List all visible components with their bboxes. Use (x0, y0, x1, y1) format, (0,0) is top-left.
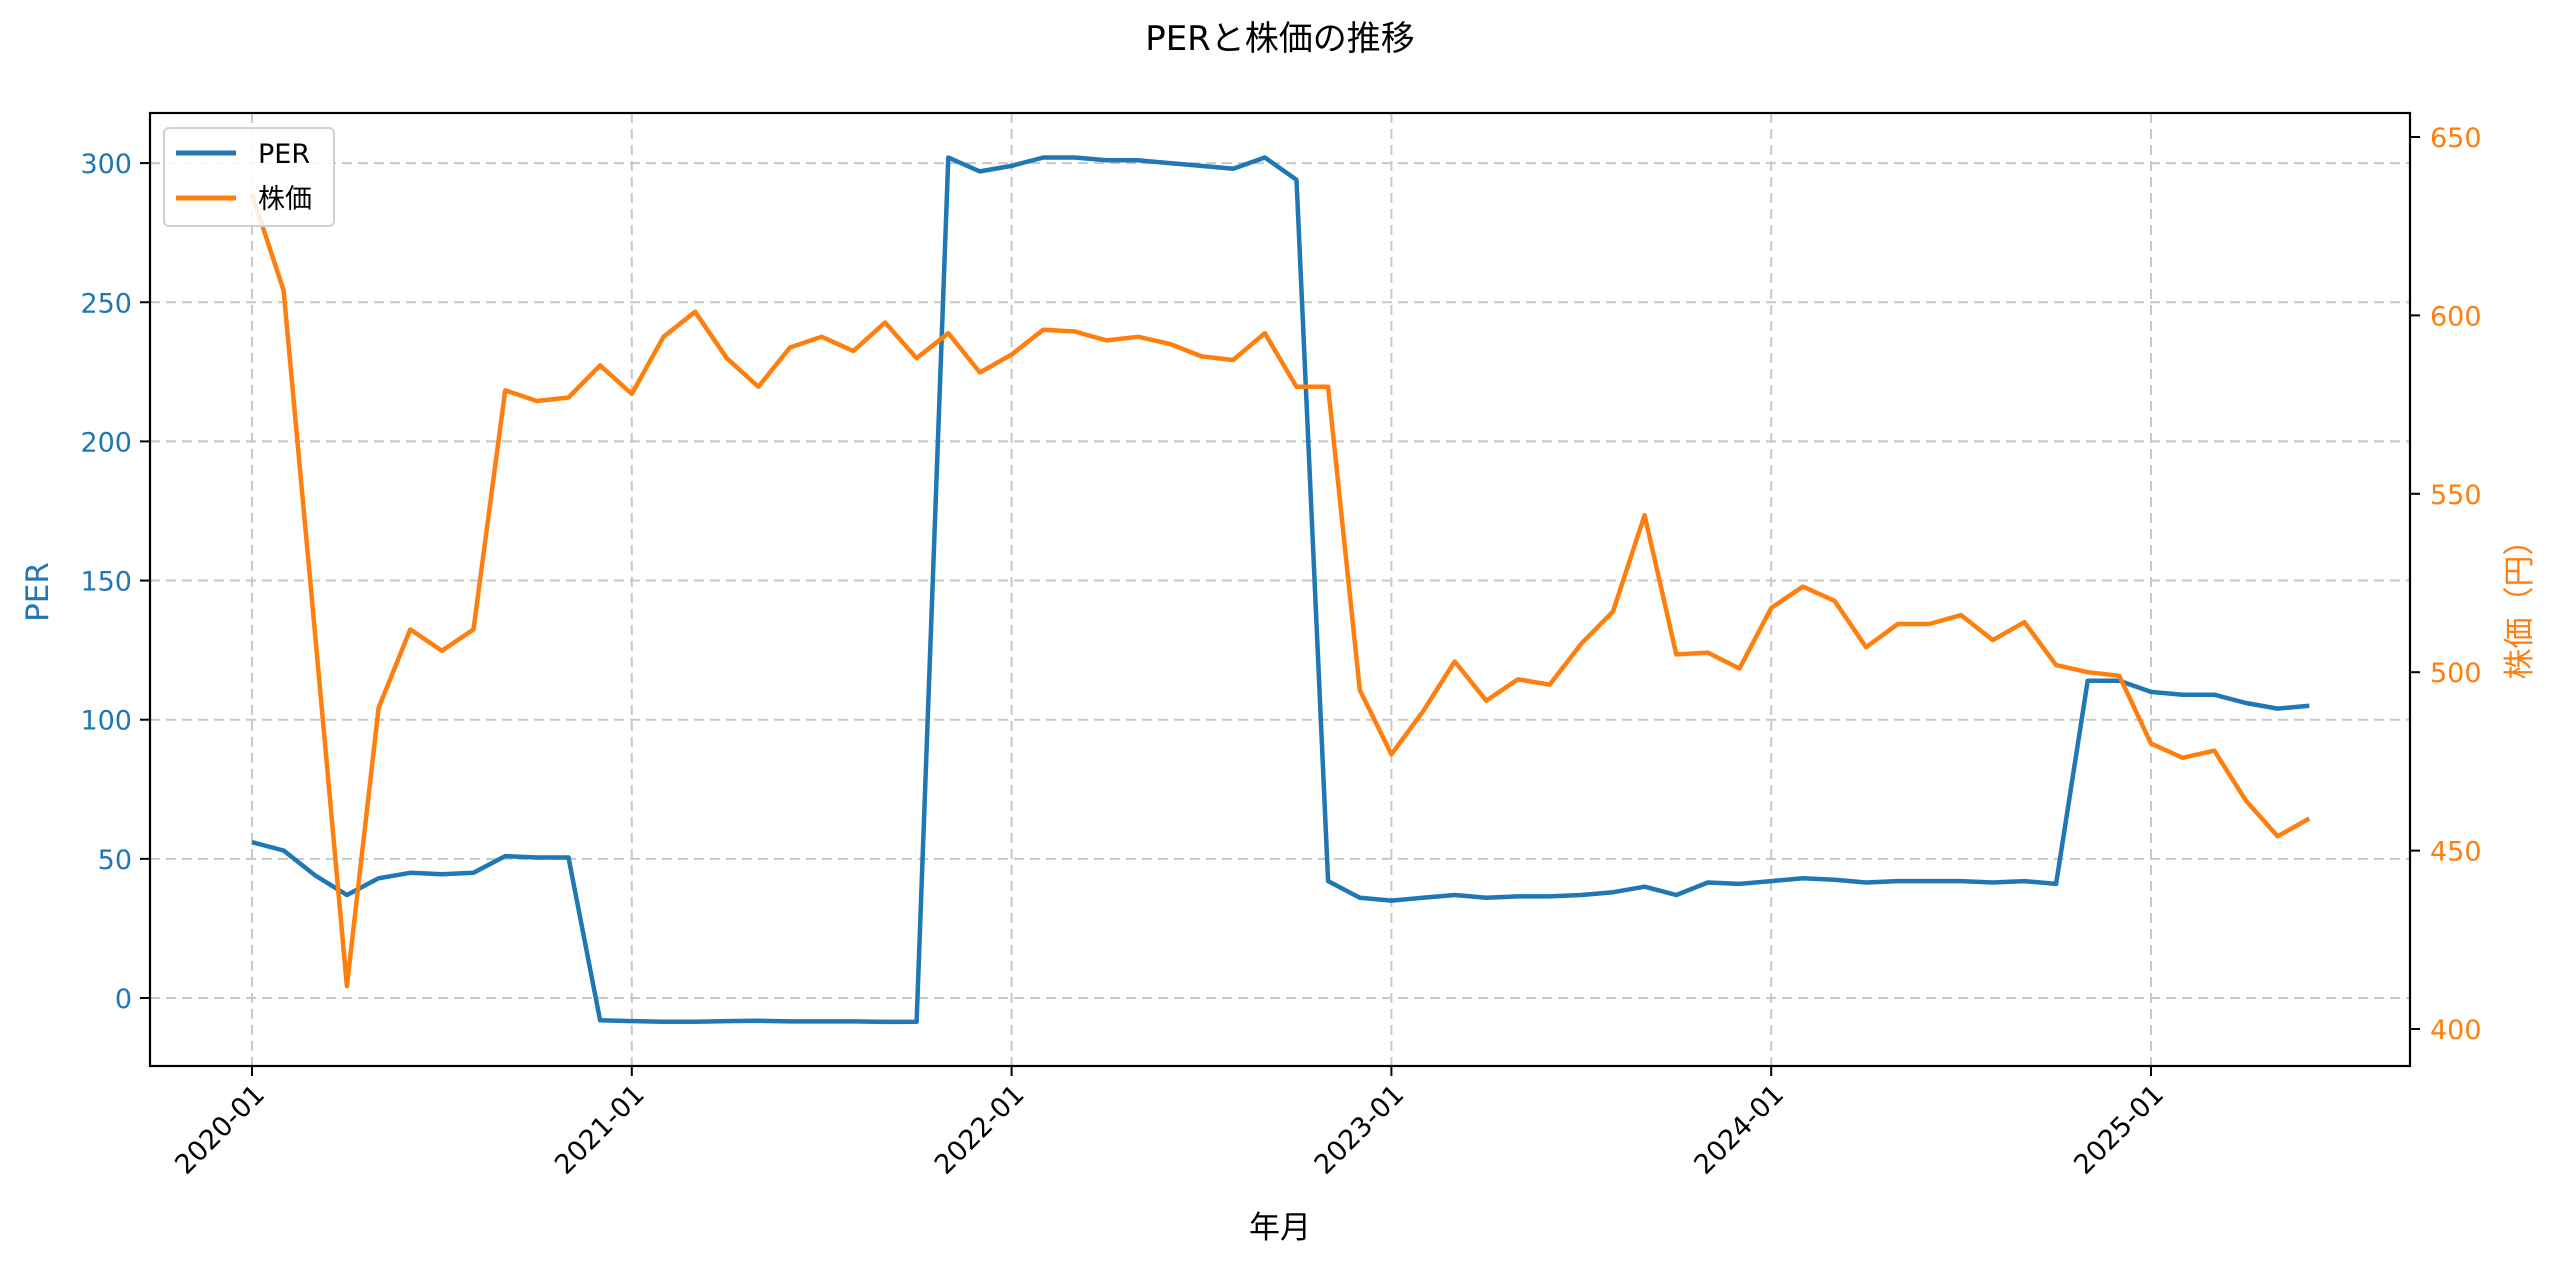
x-tick-label: 2025-01 (2068, 1079, 2170, 1181)
y-axis-right-ticks: 400 450 500 550 600 650 (2410, 123, 2482, 1046)
series-line-price (249, 193, 2311, 989)
legend: PER 株価 (163, 127, 335, 227)
y-tick-label-right: 650 (2430, 123, 2482, 154)
x-axis-ticks: 2020-01 2021-01 2022-01 2023-01 2024-01 2025-… (169, 1066, 2170, 1181)
y-axis-right-label: 株価（円） (2502, 525, 2538, 680)
grid-lines (150, 113, 2410, 1066)
x-tick-label: 2024-01 (1688, 1079, 1790, 1181)
y-tick-label-right: 500 (2430, 658, 2482, 689)
y-tick-label-left: 50 (98, 845, 132, 876)
y-tick-label-right: 450 (2430, 837, 2482, 868)
y-tick-label-left: 0 (115, 984, 132, 1015)
series-line-per (251, 155, 2310, 1025)
y-tick-label-left: 200 (80, 427, 132, 458)
y-tick-label-left: 150 (80, 567, 132, 598)
legend-per-label: PER (258, 139, 310, 170)
legend-price-label: 株価 (258, 184, 312, 215)
series-lines (249, 155, 2311, 1025)
y-tick-label-right: 550 (2430, 480, 2482, 511)
plot-frame (148, 111, 2412, 1068)
y-tick-label-left: 250 (80, 288, 132, 319)
x-tick-label: 2023-01 (1309, 1079, 1411, 1181)
y-axis-left-label: PER (20, 562, 56, 622)
x-tick-label: 2021-01 (549, 1079, 651, 1181)
y-axis-left-ticks: 0 50 100 150 200 250 300 (80, 149, 150, 1015)
x-axis-label: 年月 (1249, 1210, 1311, 1246)
y-tick-label-left: 300 (80, 149, 132, 180)
chart-title: PERと株価の推移 (1145, 19, 1415, 59)
x-tick-label: 2020-01 (169, 1079, 271, 1181)
y-tick-label-left: 100 (80, 706, 132, 737)
y-tick-label-right: 600 (2430, 301, 2482, 332)
y-tick-label-right: 400 (2430, 1015, 2482, 1046)
x-tick-label: 2022-01 (929, 1079, 1031, 1181)
